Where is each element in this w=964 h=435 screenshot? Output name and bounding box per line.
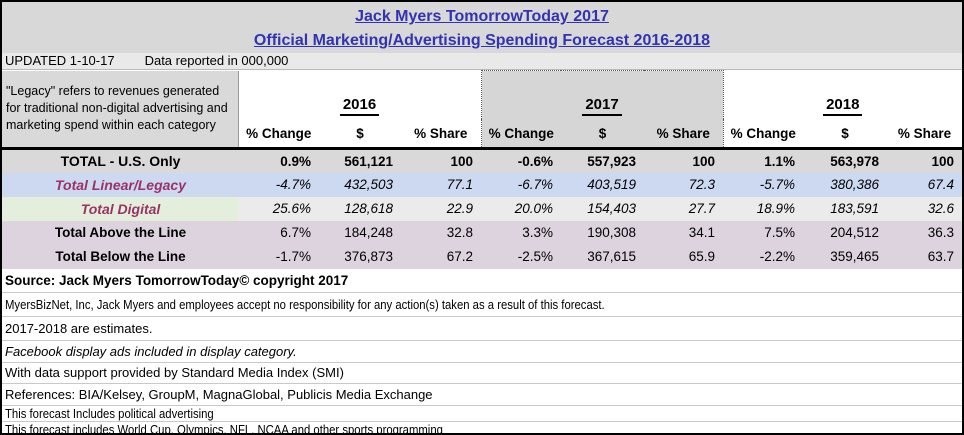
footer-sports-line: This forecast includes World Cup, Olympi… — [5, 421, 443, 435]
updated-row: UPDATED 1-10-17 Data reported in 000,000 — [2, 53, 962, 70]
document-title-line1: Jack Myers TomorrowToday 2017 — [355, 8, 609, 25]
column-headers-row: % Change $ % Share % Change $ % Share % … — [2, 119, 962, 149]
cell: 100 — [401, 147, 481, 173]
cell: 380,386 — [830, 177, 879, 192]
cell: 204,512 — [830, 225, 879, 240]
cell: 20.0% — [481, 196, 561, 221]
cell: 1.1% — [723, 147, 803, 173]
cell: 32.6 — [887, 196, 962, 221]
col-header-dollars-2018: $ — [841, 125, 849, 141]
row-label: Total Linear/Legacy — [55, 176, 186, 193]
cell: -2.2% — [759, 249, 795, 264]
col-header-share-2018: % Share — [897, 125, 952, 141]
cell: 36.3 — [927, 225, 955, 240]
cell: -1.7% — [275, 249, 311, 264]
row-label: TOTAL - U.S. Only — [2, 147, 238, 173]
col-header-share-2017: % Share — [644, 119, 724, 149]
cell: 67.2 — [446, 249, 473, 264]
year-header-2018: 2018 — [723, 71, 962, 120]
cell: 183,591 — [803, 196, 887, 221]
cell: 184,248 — [344, 225, 393, 240]
cell: 563,978 — [803, 147, 887, 173]
cell: 63.7 — [927, 249, 955, 264]
footer-facebook-line: Facebook display ads included in display… — [2, 341, 962, 363]
table-row-below-the-line: Total Below the Line -1.7% 376,873 67.2 … — [2, 244, 962, 269]
cell: 22.9 — [401, 196, 481, 221]
footer-disclaimer-line: MyersBizNet, Inc, Jack Myers and employe… — [2, 293, 962, 317]
cell: 25.6% — [238, 196, 319, 221]
cell: 128,618 — [319, 196, 401, 221]
cell: -5.7% — [759, 177, 795, 192]
footer-smi-line: With data support provided by Standard M… — [2, 363, 962, 384]
cell: 190,308 — [587, 225, 636, 240]
col-header-dollars-2017: $ — [561, 119, 644, 149]
col-header-change-2018: % Change — [730, 125, 796, 141]
cell: 67.4 — [927, 177, 955, 192]
cell: -6.7% — [517, 177, 553, 192]
cell: 376,873 — [344, 249, 393, 264]
cell: 432,503 — [344, 177, 393, 192]
cell: 7.5% — [764, 225, 795, 240]
table-row-above-the-line: Total Above the Line 6.7% 184,248 32.8 3… — [2, 220, 962, 245]
cell: -4.7% — [275, 177, 311, 192]
data-reported-note: Data reported in 000,000 — [144, 53, 289, 68]
cell: 27.7 — [644, 196, 723, 221]
table-row-total-us: TOTAL - U.S. Only 0.9% 561,121 100 -0.6%… — [2, 147, 962, 173]
table-row-linear-legacy: Total Linear/Legacy -4.7% 432,503 77.1 -… — [2, 172, 962, 197]
row-label: Total Above the Line — [54, 225, 187, 240]
document-title-line2: Official Marketing/Advertising Spending … — [253, 32, 711, 49]
cell: 72.3 — [688, 177, 715, 192]
cell: 0.9% — [238, 147, 319, 173]
year-header-2017: 2017 — [480, 70, 724, 119]
col-header-share-2016: % Share — [414, 125, 468, 141]
forecast-table: "Legacy" refers to revenues generated fo… — [2, 70, 962, 269]
years-row: "Legacy" refers to revenues generated fo… — [2, 70, 962, 149]
col-header-change-2017: % Change — [480, 119, 561, 149]
cell: 3.3% — [522, 225, 553, 240]
cell: 403,519 — [587, 177, 636, 192]
table-row-digital: Total Digital 25.6% 128,618 22.9 20.0% 1… — [2, 196, 962, 221]
updated-date: UPDATED 1-10-17 — [5, 53, 115, 68]
cell: 359,465 — [830, 249, 879, 264]
footer-estimates-line: 2017-2018 are estimates. — [2, 317, 962, 341]
cell: 100 — [644, 147, 723, 173]
year-header-2016: 2016 — [238, 71, 481, 120]
cell: 32.8 — [446, 225, 473, 240]
cell: 65.9 — [688, 249, 715, 264]
legacy-note: "Legacy" refers to revenues generated fo… — [2, 70, 239, 149]
cell: 6.7% — [280, 225, 311, 240]
title-block: Jack Myers TomorrowToday 2017 Official M… — [2, 2, 962, 53]
cell: 34.1 — [688, 225, 715, 240]
footer-source-line: Source: Jack Myers TomorrowToday© copyri… — [2, 269, 962, 293]
cell: 557,923 — [561, 147, 644, 173]
cell: 561,121 — [319, 147, 401, 173]
footer-references-line: References: BIA/Kelsey, GroupM, MagnaGlo… — [2, 384, 962, 406]
col-header-dollars-2016: $ — [356, 125, 364, 141]
footer-political-line: This forecast Includes political adverti… — [2, 406, 962, 422]
cell: 367,615 — [587, 249, 636, 264]
row-label: Total Below the Line — [55, 249, 186, 264]
col-header-change-2016: % Change — [246, 125, 312, 141]
cell: 77.1 — [446, 177, 473, 192]
row-label: Total Digital — [2, 196, 238, 221]
cell: 18.9% — [723, 196, 803, 221]
cell: 154,403 — [561, 196, 644, 221]
cell: 100 — [887, 147, 962, 173]
cell: -0.6% — [481, 147, 561, 173]
cell: -2.5% — [517, 249, 553, 264]
